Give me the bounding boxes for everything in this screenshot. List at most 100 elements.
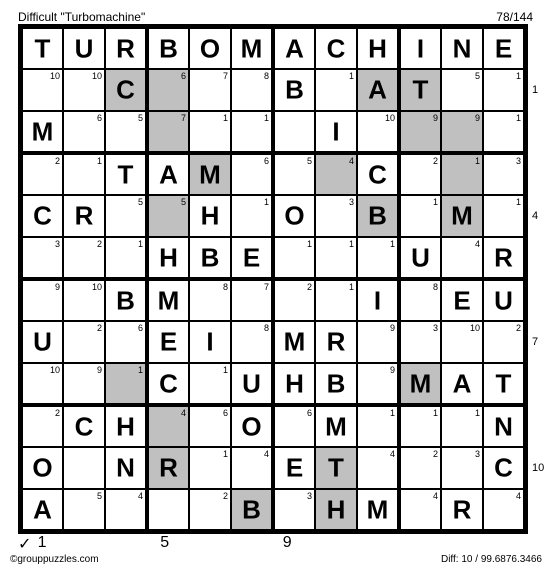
grid-cell[interactable]: R	[105, 27, 147, 69]
grid-cell[interactable]: 5	[441, 69, 483, 111]
grid-cell[interactable]: 9	[399, 111, 441, 153]
grid-cell[interactable]: 8	[189, 279, 231, 321]
grid-cell[interactable]: 1	[315, 237, 357, 279]
grid-cell[interactable]: 1	[189, 363, 231, 405]
grid-cell[interactable]: 8	[231, 69, 273, 111]
grid-cell[interactable]: T	[105, 153, 147, 195]
grid-cell[interactable]: C	[105, 69, 147, 111]
grid-cell[interactable]: H	[147, 237, 189, 279]
grid-cell[interactable]: 1	[357, 405, 399, 447]
grid-cell[interactable]: 1	[105, 237, 147, 279]
grid-cell[interactable]: C	[63, 405, 105, 447]
grid-cell[interactable]: 5	[147, 195, 189, 237]
grid-cell[interactable]: 4	[231, 447, 273, 489]
grid-cell[interactable]: 7	[147, 111, 189, 153]
grid-cell[interactable]: B	[105, 279, 147, 321]
grid-cell[interactable]: O	[273, 195, 315, 237]
grid-cell[interactable]: E	[147, 321, 189, 363]
grid-cell[interactable]: 4	[441, 237, 483, 279]
grid-cell[interactable]: 5	[63, 489, 105, 531]
grid-cell[interactable]: 1	[315, 279, 357, 321]
grid-cell[interactable]: M	[147, 279, 189, 321]
grid-cell[interactable]: 9	[357, 321, 399, 363]
grid-cell[interactable]: E	[273, 447, 315, 489]
grid-cell[interactable]: I	[315, 111, 357, 153]
grid-cell[interactable]: C	[147, 363, 189, 405]
grid-cell[interactable]: A	[273, 27, 315, 69]
grid-cell[interactable]: U	[231, 363, 273, 405]
grid-cell[interactable]: 1	[399, 405, 441, 447]
grid-cell[interactable]: B	[273, 69, 315, 111]
grid-cell[interactable]: H	[357, 27, 399, 69]
grid-cell[interactable]: 5	[105, 195, 147, 237]
grid-cell[interactable]: C	[315, 27, 357, 69]
grid-cell[interactable]: 2	[399, 153, 441, 195]
grid-cell[interactable]: 8	[399, 279, 441, 321]
grid-cell[interactable]: 3	[483, 153, 525, 195]
grid-cell[interactable]: T	[483, 363, 525, 405]
grid-cell[interactable]: O	[21, 447, 63, 489]
grid-cell[interactable]: H	[315, 489, 357, 531]
grid-cell[interactable]: N	[441, 27, 483, 69]
grid-cell[interactable]: 1	[63, 153, 105, 195]
grid-cell[interactable]: M	[273, 321, 315, 363]
grid-cell[interactable]: B	[315, 363, 357, 405]
grid-cell[interactable]: 2	[483, 321, 525, 363]
grid-cell[interactable]: 2	[399, 447, 441, 489]
grid-cell[interactable]: 1	[273, 237, 315, 279]
grid-cell[interactable]: 1	[483, 195, 525, 237]
grid-cell[interactable]: A	[441, 363, 483, 405]
grid-cell[interactable]	[273, 111, 315, 153]
grid-cell[interactable]: 3	[21, 237, 63, 279]
grid-cell[interactable]: 2	[63, 321, 105, 363]
grid-cell[interactable]: N	[483, 405, 525, 447]
grid-cell[interactable]: T	[315, 447, 357, 489]
grid-cell[interactable]: O	[189, 27, 231, 69]
grid-cell[interactable]: U	[21, 321, 63, 363]
grid-cell[interactable]: 6	[63, 111, 105, 153]
grid-cell[interactable]: B	[189, 237, 231, 279]
grid-cell[interactable]: 10	[357, 111, 399, 153]
grid-cell[interactable]: T	[21, 27, 63, 69]
grid-cell[interactable]: 6	[105, 321, 147, 363]
grid-cell[interactable]: 10	[63, 69, 105, 111]
grid-cell[interactable]: A	[357, 69, 399, 111]
grid-cell[interactable]: 1	[483, 69, 525, 111]
grid-cell[interactable]: 3	[441, 447, 483, 489]
grid-cell[interactable]: R	[441, 489, 483, 531]
grid-cell[interactable]	[63, 447, 105, 489]
grid-cell[interactable]: 1	[357, 237, 399, 279]
grid-cell[interactable]: M	[441, 195, 483, 237]
grid-cell[interactable]: 9	[357, 363, 399, 405]
grid-cell[interactable]: 4	[357, 447, 399, 489]
grid-cell[interactable]: R	[483, 237, 525, 279]
grid-cell[interactable]: 4	[399, 489, 441, 531]
grid-cell[interactable]: T	[399, 69, 441, 111]
grid-cell[interactable]: 6	[189, 405, 231, 447]
grid-cell[interactable]: 6	[231, 153, 273, 195]
grid-cell[interactable]: U	[399, 237, 441, 279]
grid-cell[interactable]: 1	[483, 111, 525, 153]
grid-cell[interactable]: 1	[189, 111, 231, 153]
grid-cell[interactable]: C	[483, 447, 525, 489]
grid-cell[interactable]: U	[483, 279, 525, 321]
grid-cell[interactable]: A	[147, 153, 189, 195]
grid-cell[interactable]: 10	[63, 279, 105, 321]
grid-cell[interactable]: I	[357, 279, 399, 321]
grid-cell[interactable]: E	[441, 279, 483, 321]
grid-cell[interactable]: 9	[63, 363, 105, 405]
grid-cell[interactable]: 1	[315, 69, 357, 111]
grid-cell[interactable]: 3	[315, 195, 357, 237]
grid-cell[interactable]: 8	[231, 321, 273, 363]
grid-cell[interactable]: M	[315, 405, 357, 447]
grid-cell[interactable]: E	[483, 27, 525, 69]
grid-cell[interactable]: 10	[21, 69, 63, 111]
grid-cell[interactable]: I	[189, 321, 231, 363]
grid-cell[interactable]: B	[147, 27, 189, 69]
grid-cell[interactable]: 4	[105, 489, 147, 531]
grid-cell[interactable]: C	[21, 195, 63, 237]
grid-cell[interactable]: I	[399, 27, 441, 69]
grid-cell[interactable]: C	[357, 153, 399, 195]
grid-cell[interactable]: 2	[189, 489, 231, 531]
grid-cell[interactable]: H	[189, 195, 231, 237]
